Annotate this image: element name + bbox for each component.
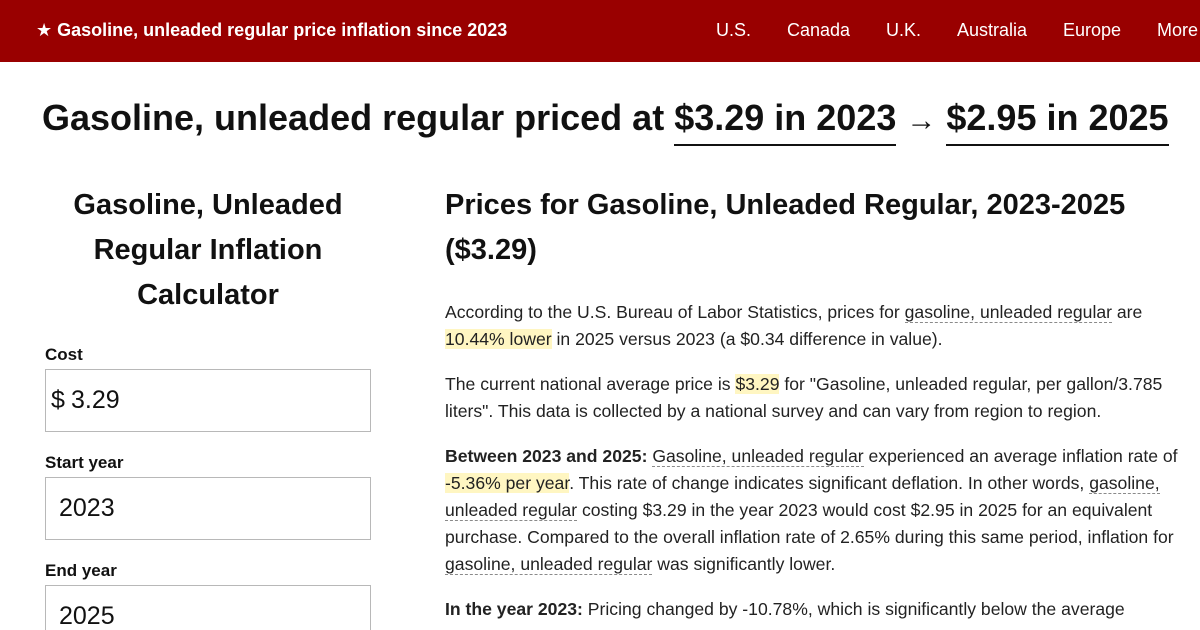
headline-prefix: Gasoline, unleaded regular priced at (42, 97, 665, 138)
p4-text-a: Pricing changed by -10.78%, which is sig… (582, 599, 1125, 619)
article-title: Prices for Gasoline, Unleaded Regular, 2… (445, 189, 1126, 266)
page-headline: Gasoline, unleaded regular priced at $3.… (42, 96, 1192, 146)
p3-text-c: costing $3.29 in the year 2023 would cos… (445, 500, 1174, 547)
cost-field: $ (45, 369, 371, 432)
right-arrow-icon: → (906, 104, 937, 137)
p1-text-c: in 2025 versus 2023 (a $0.34 difference … (551, 329, 943, 349)
nav-link-canada[interactable]: Canada (787, 20, 851, 40)
price-article: Prices for Gasoline, Unleaded Regular, 2… (445, 183, 1180, 623)
nav-link-uk[interactable]: U.K. (886, 20, 922, 40)
p3-text-d: was significantly lower. (652, 554, 836, 574)
cost-label: Cost (45, 345, 83, 364)
calculator-title: Gasoline, Unleaded Regular Inflation Cal… (73, 189, 343, 311)
highlight-current-price: $3.29 (735, 374, 780, 394)
nav-link-europe[interactable]: Europe (1063, 20, 1122, 40)
paragraph-year-2023: In the year 2023: Pricing changed by -10… (445, 596, 1180, 623)
nav-link-us[interactable]: U.S. (716, 20, 752, 40)
cost-input[interactable] (71, 370, 366, 431)
end-year-field (45, 585, 371, 630)
gasoline-link[interactable]: gasoline, unleaded regular (445, 473, 1160, 521)
gasoline-link[interactable]: gasoline, unleaded regular (904, 302, 1112, 323)
gasoline-link[interactable]: gasoline, unleaded regular (445, 554, 653, 575)
paragraph-between-years: Between 2023 and 2025: Gasoline, unleade… (445, 443, 1180, 578)
end-year-label: End year (45, 561, 117, 580)
highlight-inflation-rate: -5.36% per year (445, 473, 570, 493)
highlight-percent-lower: 10.44% lower (445, 329, 552, 349)
top-navigation-bar: ★ Gasoline, unleaded regular price infla… (0, 0, 1200, 62)
p3-text-a: experienced an average inflation rate of (863, 446, 1178, 466)
start-year-label: Start year (45, 453, 124, 472)
p2-text-a: The current national average price is (445, 374, 736, 394)
country-nav: U.S. Canada U.K. Australia Europe More (0, 20, 1200, 44)
p1-text-a: According to the U.S. Bureau of Labor St… (445, 302, 905, 322)
p4-lead: In the year 2023: (445, 599, 583, 619)
gasoline-link[interactable]: Gasoline, unleaded regular (652, 446, 864, 467)
headline-end-value: $2.95 in 2025 (946, 98, 1169, 146)
p3-lead: Between 2023 and 2025: (445, 446, 648, 466)
end-year-input[interactable] (59, 586, 364, 630)
site-brand-link[interactable]: ★ Gasoline, unleaded regular price infla… (36, 20, 508, 40)
p2-text-b: for "Gasoline, unleaded regular, per gal… (445, 374, 1163, 421)
paragraph-summary: According to the U.S. Bureau of Labor St… (445, 299, 1180, 353)
paragraph-current-price: The current national average price is $3… (445, 371, 1180, 425)
dollar-sign-prefix: $ (51, 386, 65, 414)
nav-link-australia[interactable]: Australia (957, 20, 1028, 40)
headline-start-value: $3.29 in 2023 (674, 98, 897, 146)
start-year-field (45, 477, 371, 540)
p1-text-b: are (1112, 302, 1143, 322)
start-year-input[interactable] (59, 478, 364, 539)
p3-text-b: . This rate of change indicates signific… (569, 473, 1090, 493)
nav-link-more[interactable]: More (1157, 20, 1199, 40)
